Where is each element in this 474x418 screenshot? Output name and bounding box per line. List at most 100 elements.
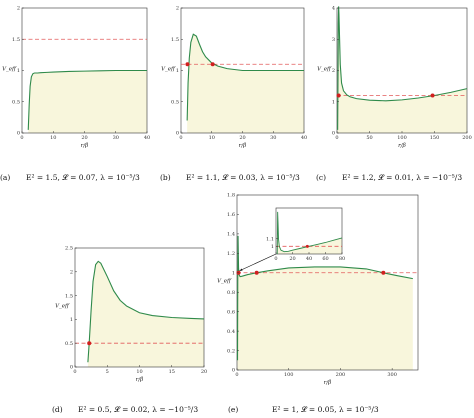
panel-a-allowed-region (28, 70, 147, 133)
panel-b-turning-point-0 (185, 62, 190, 67)
panel-a-ylabel: V_eff (2, 67, 17, 73)
panel-e-inset-xtick-label-3: 60 (322, 256, 328, 262)
panel-e-xtick-label-1: 100 (284, 372, 294, 378)
panel-c-caption: E² = 1.2, 𝓛 = 0.01, λ = −10⁻⁵/3 (342, 172, 462, 182)
panel-c-ytick-label-0: 0 (332, 131, 335, 137)
panel-c-xtick-label-1: 50 (366, 135, 372, 141)
panel-e-ytick-label-6: 1.2 (227, 251, 235, 257)
panel-e-ytick-label-4: 0.8 (227, 290, 235, 296)
panel-c-ytick-label-2: 2 (332, 68, 335, 74)
panel-e-ylabel: V_eff (217, 279, 232, 285)
panel-e-xtick-label-0: 0 (235, 372, 238, 378)
panel-a-caption-label: (a) (0, 173, 10, 182)
panel-d-ytick-label-3: 1.5 (65, 293, 73, 299)
panel-b-ytick-label-4: 2 (176, 6, 179, 12)
panel-d-xtick-label-4: 20 (201, 369, 207, 375)
panel-e-inset-potential-curve (276, 211, 343, 255)
panel-d-caption: E² = 0.5, 𝓛 = 0.02, λ = −10⁻⁵/3 (78, 404, 198, 414)
panel-c-chart: 0 50 100 150 200 0 1 2 3 4 r/β V_eff (317, 6, 472, 149)
panel-d-allowed-region (87, 261, 204, 367)
panel-e-turning-point-1 (254, 270, 259, 275)
panel-c-ytick-label-1: 1 (332, 99, 335, 105)
panel-d-xtick-label-1: 5 (106, 369, 109, 375)
panel-d-turning-point-0 (87, 341, 92, 346)
panel-e-inset-xtick-label-4: 80 (339, 256, 345, 262)
panel-a-xlabel: r/β (81, 143, 89, 149)
panel-a-xtick-label-0: 0 (20, 135, 23, 141)
panel-c-ylabel: V_eff (317, 67, 332, 73)
panel-e-caption-label: (e) (228, 405, 238, 414)
panel-e-axes-frame (236, 194, 419, 371)
panel-e-inset-xtick-label-0: 0 (274, 256, 277, 262)
panel-e-inset-ytick-label-0: 1 (271, 244, 274, 250)
panel-c-ytick-label-3: 3 (332, 37, 335, 43)
panel-e-chart: 0 100 200 30000.20.40.60.811.21.41.61.8r/βV… (217, 193, 419, 386)
panel-b-ytick-label-2: 1 (176, 68, 179, 74)
panel-c-turning-point-1 (430, 93, 435, 98)
panel-a-chart: 0 10 20 30 40 0 0.5 1 1.5 2 r/β V_eff (2, 6, 150, 149)
panel-d-potential-curve (87, 260, 205, 363)
panel-e-inset-allowed-region (277, 211, 342, 254)
panel-b-ytick-label-0: 0 (176, 131, 179, 137)
panel-e-ytick-label-5: 1 (232, 270, 235, 276)
panel-e-inset-turning-point-0 (305, 244, 309, 248)
panel-c-xtick-label-2: 100 (397, 135, 407, 141)
panel-d-ytick-label-2: 1 (70, 317, 73, 323)
panel-d-xtick-label-3: 15 (169, 369, 175, 375)
panel-a-ytick-label-0: 0 (17, 131, 20, 137)
panel-d-caption-label: (d) (52, 405, 63, 414)
panel-e-ytick-label-0: 0 (232, 368, 235, 374)
panel-e-xtick-label-2: 200 (336, 372, 346, 378)
panel-e-ytick-label-8: 1.6 (227, 212, 235, 218)
panel-b-caption-label: (b) (160, 173, 171, 182)
panel-c-caption-label: (c) (316, 173, 326, 182)
panel-a-ytick-label-2: 1 (17, 68, 20, 74)
panel-b-xlabel: r/β (239, 143, 247, 149)
panel-b-potential-curve (186, 33, 304, 121)
panel-e-inset-arrow (239, 253, 277, 272)
panel-c-xlabel: r/β (398, 143, 406, 149)
panel-b-allowed-region (187, 34, 304, 133)
panel-c-xtick-label-4: 200 (462, 135, 472, 141)
panel-e-ytick-label-3: 0.6 (227, 309, 235, 315)
panel-e-inset-ytick-label-1: 1.1 (266, 236, 274, 242)
panel-c-allowed-region (337, 6, 467, 133)
panel-e-caption: E² = 1, 𝓛 = 0.05, λ = 10⁻⁵/3 (272, 404, 379, 414)
panel-e-xlabel: r/β (324, 380, 332, 386)
panel-c-turning-point-0 (336, 93, 341, 98)
panel-a-xtick-label-1: 10 (50, 135, 56, 141)
panel-b-turning-point-1 (210, 62, 215, 67)
panel-a-potential-curve (27, 69, 147, 130)
panel-e-ytick-label-1: 0.2 (227, 348, 235, 354)
panel-b-xtick-label-3: 30 (270, 135, 276, 141)
panel-b-ylabel: V_eff (161, 67, 176, 73)
panel-e-ytick-label-2: 0.4 (227, 329, 235, 335)
panel-e-inset-xtick-label-2: 40 (306, 256, 312, 262)
panel-a-ytick-label-4: 2 (17, 6, 20, 12)
panel-b-xtick-label-2: 20 (239, 135, 245, 141)
panel-e-xtick-label-3: 300 (387, 372, 397, 378)
panel-d-ylabel: V_eff (55, 304, 70, 310)
panel-b-xtick-label-1: 10 (209, 135, 215, 141)
panel-e-inset-arrow-shaft (239, 253, 277, 272)
panel-d-xtick-label-2: 10 (136, 369, 142, 375)
panel-d-xlabel: r/β (136, 377, 144, 383)
panel-b-ytick-label-1: 0.5 (171, 99, 179, 105)
panel-b-ytick-label-3: 1.5 (171, 37, 179, 43)
panel-d-ytick-label-4: 2 (70, 270, 73, 276)
panel-e-inset-chart: 0 20 40 60 80 1 1.1 (266, 207, 345, 262)
panel-e-ytick-label-7: 1.4 (227, 232, 235, 238)
panel-b-caption: E² = 1.1, 𝓛 = 0.03, λ = 10⁻⁵/3 (186, 172, 300, 182)
panel-a-ytick-label-3: 1.5 (12, 37, 20, 43)
panel-b-xtick-label-0: 0 (179, 135, 182, 141)
panel-a-xtick-label-3: 30 (113, 135, 119, 141)
panel-c-potential-curve (337, 6, 468, 130)
panel-d-ytick-label-0: 0 (70, 365, 73, 371)
panel-a-caption: E² = 1.5, 𝓛 = 0.07, λ = 10⁻⁵/3 (26, 172, 140, 182)
panel-d-ytick-label-5: 2.5 (65, 246, 73, 252)
panel-e-turning-point-2 (381, 270, 386, 275)
panel-a-ytick-label-1: 0.5 (12, 99, 20, 105)
panel-d-chart: 0 5 10 15 20 0 0.5 1 1.5 2 2.5 r/β V_eff (55, 246, 207, 383)
panel-c-ytick-label-4: 4 (332, 6, 335, 12)
